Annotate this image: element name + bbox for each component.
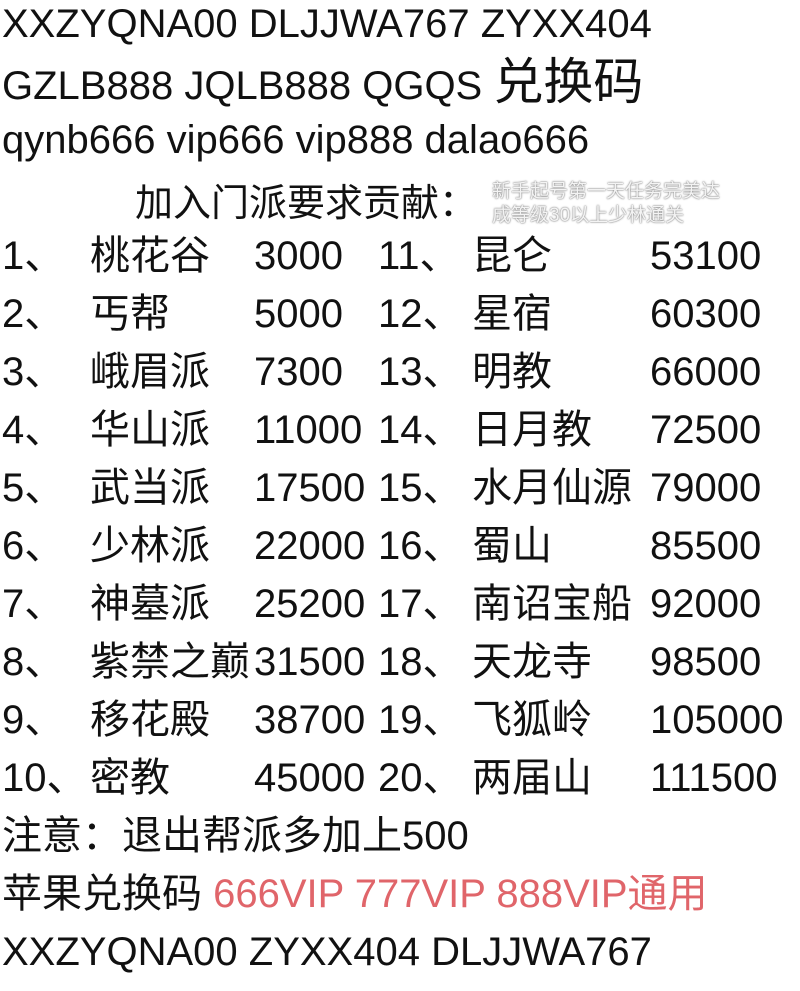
right-number: 14、 [378, 408, 463, 452]
left-contribution: 3000 [254, 234, 343, 278]
table-row: 8、 紫禁之巅 31500 18、 天龙寺 98500 [0, 634, 800, 690]
left-number: 9、 [2, 698, 65, 742]
right-contribution: 98500 [650, 640, 762, 684]
right-number: 11、 [378, 234, 460, 278]
left-sect-name: 华山派 [90, 408, 210, 452]
right-sect-name: 日月教 [472, 408, 592, 452]
left-sect-name: 桃花谷 [90, 234, 210, 278]
table-row: 2、 丐帮 5000 12、 星宿 60300 [0, 286, 800, 342]
right-contribution: 85500 [650, 524, 762, 568]
left-number: 2、 [2, 292, 65, 336]
table-row: 10、 密教 45000 20、 两届山 111500 [0, 750, 800, 806]
table-row: 6、 少林派 22000 16、 蜀山 85500 [0, 518, 800, 574]
left-number: 5、 [2, 466, 65, 510]
note: 注意：退出帮派多加上500 [2, 814, 469, 858]
right-sect-name: 南诏宝船 [472, 582, 632, 626]
table-row: 3、 峨眉派 7300 13、 明教 66000 [0, 344, 800, 400]
codes-line-3: qynb666 vip666 vip888 dalao666 [2, 118, 590, 162]
right-number: 20、 [378, 756, 463, 800]
table-row: 4、 华山派 11000 14、 日月教 72500 [0, 402, 800, 458]
left-sect-name: 神墓派 [90, 582, 210, 626]
watermark-line-1: 新手起号第一天任务完美达 [492, 181, 721, 202]
right-number: 12、 [378, 292, 463, 336]
left-sect-name: 移花殿 [90, 698, 210, 742]
left-contribution: 11000 [254, 408, 363, 452]
left-contribution: 7300 [254, 350, 343, 394]
right-contribution: 60300 [650, 292, 762, 336]
sect-requirement-heading: 加入门派要求贡献： [135, 183, 478, 225]
right-sect-name: 蜀山 [472, 524, 552, 568]
table-row: 9、 移花殿 38700 19、 飞狐岭 105000 [0, 692, 800, 748]
right-sect-name: 明教 [472, 350, 552, 394]
left-contribution: 25200 [254, 582, 366, 626]
left-sect-name: 少林派 [90, 524, 210, 568]
left-sect-name: 峨眉派 [90, 350, 210, 394]
left-number: 6、 [2, 524, 65, 568]
left-number: 7、 [2, 582, 65, 626]
right-number: 13、 [378, 350, 463, 394]
right-sect-name: 天龙寺 [472, 640, 592, 684]
table-row: 5、 武当派 17500 15、 水月仙源 79000 [0, 460, 800, 516]
right-contribution: 72500 [650, 408, 762, 452]
right-contribution: 66000 [650, 350, 762, 394]
left-contribution: 45000 [254, 756, 366, 800]
left-sect-name: 武当派 [90, 466, 210, 510]
apple-codes: 666VIP 777VIP 888VIP通用 [213, 872, 708, 916]
left-sect-name: 丐帮 [90, 292, 170, 336]
right-sect-name: 飞狐岭 [472, 698, 592, 742]
footer-codes: XXZYQNA00 ZYXX404 DLJJWA767 [2, 930, 652, 974]
codes-line-2: GZLB888 JQLB888 QGQS 兑换码 [2, 57, 643, 110]
left-number: 10、 [2, 756, 87, 800]
left-sect-name: 密教 [90, 756, 170, 800]
right-number: 18、 [378, 640, 463, 684]
left-contribution: 38700 [254, 698, 366, 742]
right-contribution: 79000 [650, 466, 762, 510]
left-number: 3、 [2, 350, 65, 394]
left-contribution: 5000 [254, 292, 343, 336]
right-sect-name: 两届山 [472, 756, 592, 800]
right-number: 19、 [378, 698, 463, 742]
left-contribution: 22000 [254, 524, 366, 568]
apple-codes-label: 苹果兑换码 [2, 872, 202, 916]
right-number: 15、 [378, 466, 463, 510]
codes-line-2-text: GZLB888 JQLB888 QGQS [2, 64, 483, 108]
left-contribution: 31500 [254, 640, 366, 684]
watermark-line-2: 成等级30以上少林通关 [492, 205, 685, 226]
table-row: 7、 神墓派 25200 17、 南诏宝船 92000 [0, 576, 800, 632]
right-contribution: 111500 [650, 756, 778, 800]
left-number: 1、 [2, 234, 65, 278]
right-sect-name: 星宿 [472, 292, 552, 336]
left-contribution: 17500 [254, 466, 366, 510]
right-contribution: 105000 [650, 698, 784, 742]
right-contribution: 92000 [650, 582, 762, 626]
table-row: 1、 桃花谷 3000 11、 昆仑 53100 [0, 228, 800, 284]
right-sect-name: 昆仑 [472, 234, 552, 278]
right-sect-name: 水月仙源 [472, 466, 632, 510]
apple-codes-line: 苹果兑换码 666VIP 777VIP 888VIP通用 [2, 870, 708, 918]
left-number: 8、 [2, 640, 65, 684]
right-number: 16、 [378, 524, 463, 568]
redeem-code-label: 兑换码 [493, 54, 644, 110]
left-sect-name: 紫禁之巅 [90, 640, 250, 684]
right-contribution: 53100 [650, 234, 762, 278]
codes-line-1: XXZYQNA00 DLJJWA767 ZYXX404 [2, 2, 652, 46]
left-number: 4、 [2, 408, 65, 452]
right-number: 17、 [378, 582, 463, 626]
